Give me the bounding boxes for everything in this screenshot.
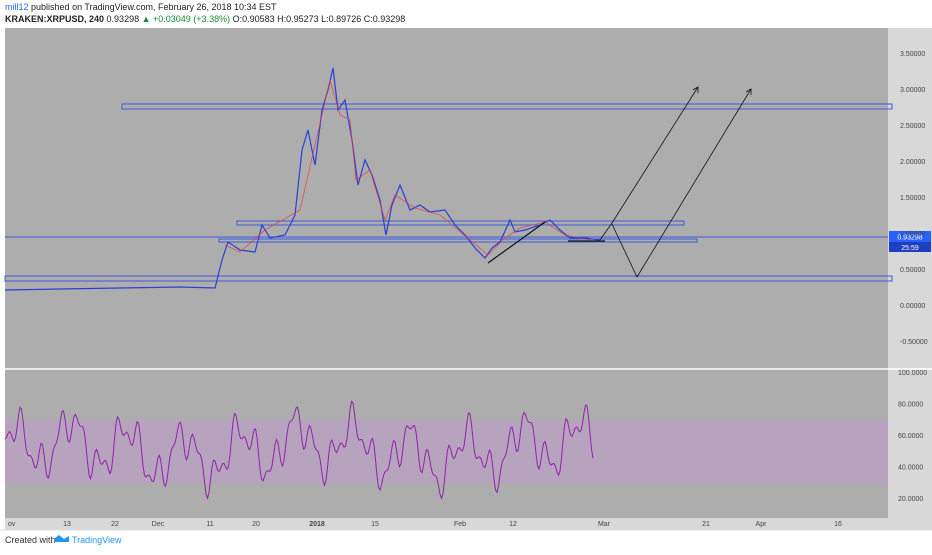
price-tick: 0.50000 <box>900 267 925 274</box>
arrow-head <box>692 86 699 93</box>
last-label: 0.93298 <box>897 235 922 242</box>
rsi-band <box>5 420 888 483</box>
header-line-1: mill12 published on TradingView.com, Feb… <box>5 2 277 12</box>
price-path <box>4 67 601 291</box>
countdown: 25:59 <box>901 245 919 252</box>
price-tick: 1.50000 <box>900 195 925 202</box>
time-label: ov <box>8 521 16 528</box>
author: mill12 <box>5 2 29 12</box>
price-tick: -0.50000 <box>900 339 928 346</box>
level <box>121 103 893 110</box>
rsi-line <box>4 400 594 501</box>
arrow-path <box>611 88 752 278</box>
footer-brand: TradingView <box>72 535 122 545</box>
footer-created: Created with <box>5 535 56 545</box>
time-label: 21 <box>702 521 710 528</box>
price-tick: 2.00000 <box>900 159 925 166</box>
level <box>4 275 893 282</box>
rsi-tick: 100.0000 <box>898 370 927 377</box>
time-label: 20 <box>252 521 260 528</box>
price-tick: 3.00000 <box>900 87 925 94</box>
price-tick: 2.50000 <box>900 123 925 130</box>
time-label: 11 <box>206 521 213 528</box>
price-path-down <box>224 79 591 256</box>
time-scale <box>5 518 932 530</box>
time-label: Feb <box>454 521 466 528</box>
logo <box>54 535 69 542</box>
time-label: 22 <box>111 521 119 528</box>
level <box>218 238 698 243</box>
levels <box>4 103 893 282</box>
ohlc: O:0.90583 H:0.95273 L:0.89726 C:0.93298 <box>233 14 406 24</box>
header-line-2: KRAKEN:XRPUSD, 240 0.93298 ▲ +0.03049 (+… <box>5 14 405 24</box>
time-label: 13 <box>63 521 71 528</box>
price-tick: 3.50000 <box>900 51 925 58</box>
symbol: KRAKEN:XRPUSD, 240 <box>5 14 104 24</box>
rsi-tick: 20.0000 <box>898 496 923 503</box>
price-tick: 1.00000 <box>900 231 925 238</box>
trendline <box>487 221 546 264</box>
time-label: Apr <box>756 521 768 528</box>
time-label: 15 <box>371 521 379 528</box>
time-label: Dec <box>152 521 165 528</box>
time-label: 12 <box>509 521 517 528</box>
countdown-badge <box>889 242 931 252</box>
rsi-tick: 40.0000 <box>898 465 923 472</box>
last: 0.93298 <box>107 14 140 24</box>
arrow-path <box>599 86 699 241</box>
published: published on TradingView.com, February 2… <box>31 2 277 12</box>
drawings <box>487 86 752 278</box>
level <box>236 220 685 226</box>
rsi-tick: 60.0000 <box>898 433 923 440</box>
price-tick: 0.00000 <box>900 303 925 310</box>
price-scale <box>888 28 932 518</box>
time-label: 2018 <box>309 521 325 528</box>
last-badge <box>889 231 931 242</box>
time-label: 16 <box>834 521 842 528</box>
rsi-tick: 80.0000 <box>898 402 923 409</box>
time-label: Mar <box>598 521 611 528</box>
arrow-head <box>745 88 752 95</box>
change: ▲ +0.03049 (+3.38%) <box>142 14 230 24</box>
